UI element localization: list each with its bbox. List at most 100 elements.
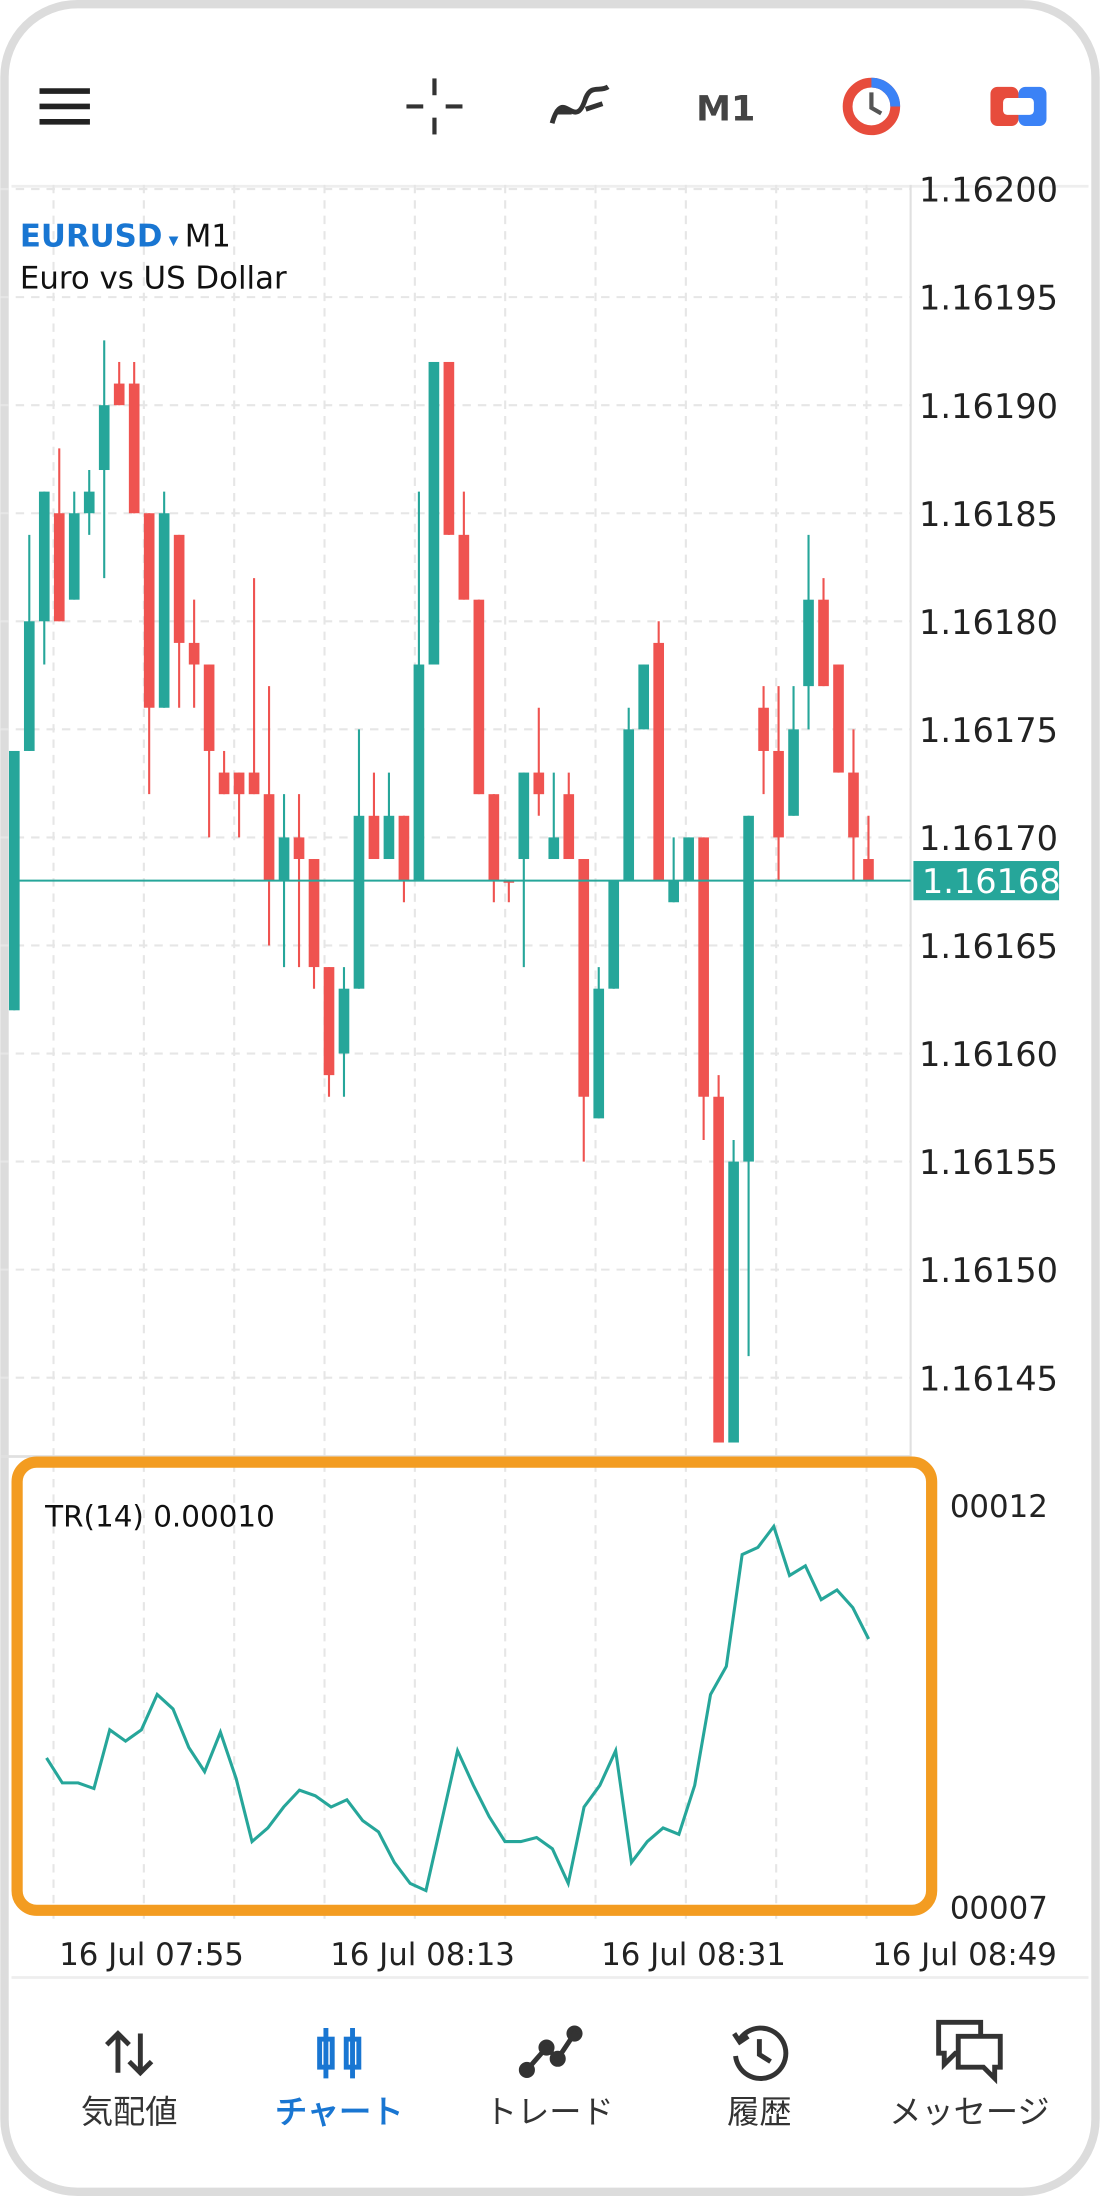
indicator-tick-label: 00012 — [950, 1489, 1048, 1525]
candle-body — [488, 794, 500, 881]
candle-body — [788, 729, 799, 816]
candle-body — [263, 794, 275, 881]
candle-body — [278, 837, 290, 881]
chart-timeframe: M1 — [185, 218, 231, 254]
candle-body — [683, 837, 694, 881]
candle-body — [518, 772, 530, 860]
candle-body — [158, 513, 170, 708]
nav-label[interactable]: 気配値 — [81, 2093, 178, 2131]
menu-button[interactable] — [39, 88, 90, 125]
candle-body — [848, 772, 859, 838]
plot: 1.16200 1.16195 1.16190 1.16185 1.16180 1.161… — [8, 171, 1061, 1973]
candle-body — [188, 642, 200, 665]
candle-body — [533, 772, 545, 795]
candle-body — [593, 988, 605, 1119]
candle-body — [98, 405, 110, 471]
y-tick-label: 1.16175 — [919, 711, 1058, 750]
last-price-label: 1.16168 — [922, 862, 1061, 901]
candle-body — [398, 815, 410, 881]
candle-body — [38, 491, 50, 622]
y-tick-label: 1.16150 — [919, 1251, 1058, 1290]
candle-body — [338, 988, 350, 1054]
time-label: 16 Jul 08:49 — [872, 1937, 1057, 1973]
time-label: 16 Jul 08:31 — [601, 1937, 786, 1973]
timeframe-button[interactable]: M1 — [696, 89, 755, 129]
nav-label[interactable]: メッセージ — [889, 2093, 1049, 2131]
candle-body — [383, 815, 395, 860]
candle-body — [368, 815, 380, 860]
candle-body — [638, 664, 650, 730]
candle-body — [458, 534, 470, 600]
candle-body — [308, 859, 320, 968]
candle-body — [743, 815, 754, 1162]
candle-body — [413, 664, 425, 881]
candle-body — [173, 534, 185, 643]
candle-body — [113, 383, 125, 406]
nav-label[interactable]: トレード — [485, 2093, 614, 2131]
nav-labels: 気配値 チャート トレード 履歴 メッセージ — [81, 2093, 1050, 2131]
indicator-tick-label: 00007 — [950, 1891, 1048, 1927]
y-tick-label: 1.16200 — [919, 171, 1058, 210]
highlight-box — [11, 1456, 938, 1916]
trade-icon[interactable] — [518, 2025, 583, 2079]
y-tick-label: 1.16160 — [919, 1035, 1058, 1074]
candle-body — [548, 837, 560, 860]
candle-body — [728, 1161, 739, 1443]
time-label: 16 Jul 07:55 — [59, 1937, 244, 1973]
candle-body — [443, 361, 455, 535]
candle-body — [53, 513, 65, 622]
candle-body — [218, 772, 230, 795]
nav-label[interactable]: 履歴 — [727, 2093, 791, 2131]
candle-body — [233, 772, 245, 795]
candle-body — [428, 361, 440, 665]
candle-body — [323, 967, 335, 1076]
candle-body — [818, 599, 829, 687]
y-tick-label: 1.16180 — [919, 603, 1058, 642]
history-icon[interactable] — [732, 2025, 789, 2081]
indicators-button[interactable] — [549, 84, 610, 124]
candle-body — [83, 491, 95, 514]
y-tick-label: 1.16185 — [919, 495, 1058, 534]
candle-body — [713, 1096, 724, 1443]
candle-body — [23, 621, 35, 751]
candle-body — [68, 513, 80, 600]
candle-body — [608, 880, 620, 989]
candle-body — [698, 837, 709, 1097]
candle-body — [353, 815, 365, 989]
candle-body — [473, 599, 485, 795]
y-tick-label: 1.16155 — [919, 1143, 1058, 1182]
candle-body — [863, 859, 874, 881]
time-label: 16 Jul 08:13 — [330, 1937, 515, 1973]
crosshair-button[interactable] — [406, 78, 463, 135]
candle-body — [668, 880, 679, 903]
indicator-title: TR(14) 0.00010 — [44, 1500, 275, 1534]
candle-body — [758, 707, 769, 751]
candle-body — [803, 599, 814, 687]
y-tick-label: 1.16195 — [919, 279, 1058, 318]
symbol-description: Euro vs US Dollar — [20, 261, 287, 297]
candle-body — [833, 664, 844, 773]
y-tick-label: 1.16145 — [919, 1359, 1058, 1398]
one-click-button[interactable] — [990, 86, 1047, 127]
candle-body — [653, 642, 665, 881]
chart-icon[interactable] — [317, 2027, 362, 2079]
candle-body — [293, 837, 305, 860]
candle-body — [578, 859, 590, 1097]
y-tick-label: 1.16165 — [919, 927, 1058, 966]
candle-body — [203, 664, 215, 751]
y-tick-label: 1.16190 — [919, 387, 1058, 426]
indicator-line — [45, 1523, 870, 1893]
trade-status-button[interactable] — [842, 77, 901, 136]
candle-body — [563, 794, 575, 860]
quotes-icon[interactable] — [105, 2030, 154, 2077]
symbol[interactable]: EURUSD — [20, 218, 163, 254]
nav-label[interactable]: チャート — [275, 2093, 404, 2131]
candle-body — [623, 729, 635, 881]
candle-body — [128, 383, 140, 514]
messages-icon[interactable] — [936, 2019, 1003, 2085]
y-tick-label: 1.16170 — [919, 819, 1058, 858]
symbol-label: EURUSD ▾ M1 — [20, 218, 231, 254]
